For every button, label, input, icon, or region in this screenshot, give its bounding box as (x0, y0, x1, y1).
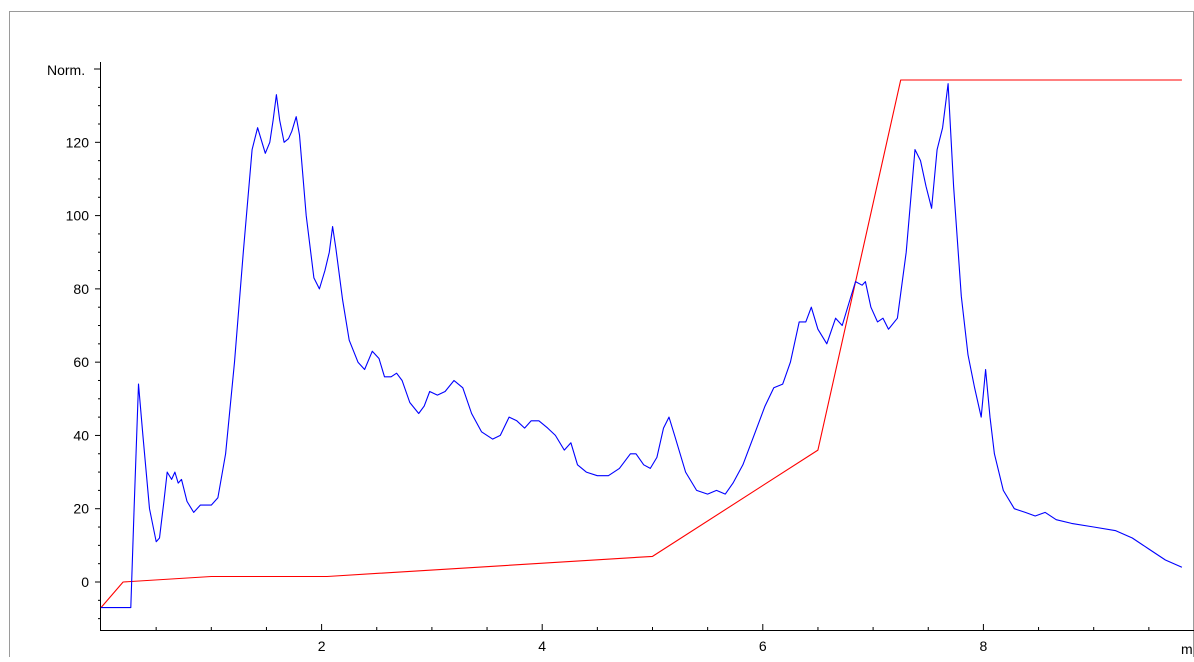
signal-trace (101, 83, 1183, 609)
y-tick-label: 80 (73, 281, 89, 297)
x-tick-label: 2 (318, 638, 326, 654)
chart-border (9, 11, 1194, 658)
y-tick-label: 120 (66, 134, 90, 150)
series-layer (100, 79, 1183, 609)
x-tick-label: 6 (759, 638, 767, 654)
y-tick-label: 0 (81, 574, 89, 590)
x-tick-label: 8 (980, 638, 988, 654)
x-tick-label: 4 (538, 638, 546, 654)
gradient-line (100, 79, 1182, 608)
y-tick-label: 40 (73, 427, 89, 443)
y-tick-label: 20 (73, 501, 89, 517)
y-tick-label: 100 (66, 208, 90, 224)
axes-layer: 0 20 40 60 80 100 120 2 4 6 8 (66, 62, 1194, 654)
y-tick-label: 60 (73, 354, 89, 370)
y-axis-label: Norm. (47, 62, 85, 78)
x-axis-label: m (1181, 641, 1193, 657)
